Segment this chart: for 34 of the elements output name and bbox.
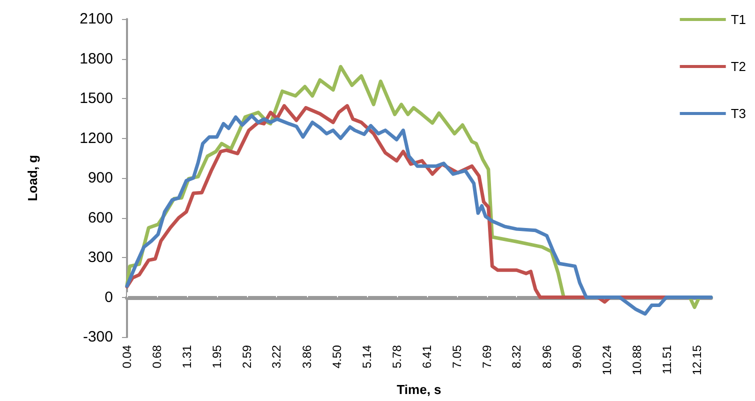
x-tick-label: 7.69 <box>480 344 494 368</box>
x-tick-label: 1.95 <box>210 344 224 368</box>
y-tick-label: 600 <box>88 209 113 226</box>
x-tick-label: 8.32 <box>510 344 524 368</box>
x-tick-label: 10.24 <box>600 344 614 376</box>
y-tick-label: 1500 <box>80 90 113 108</box>
legend-label: T3 <box>730 106 746 121</box>
y-tick-label: 2100 <box>80 10 113 28</box>
y-tick-label: 900 <box>88 170 113 187</box>
x-tick-label: 5.78 <box>390 344 404 368</box>
legend-label: T2 <box>730 59 746 74</box>
x-tick-label: 12.15 <box>690 344 704 376</box>
x-tick-label: 11.51 <box>660 344 674 374</box>
x-tick-label: 10.88 <box>630 344 644 376</box>
x-tick-label: 4.50 <box>330 344 344 368</box>
x-tick-label: 3.86 <box>300 344 314 368</box>
x-tick-label: 6.41 <box>420 344 434 368</box>
legend-label: T1 <box>730 12 746 27</box>
x-tick-label: 3.22 <box>270 344 284 368</box>
y-tick-label: 0 <box>104 288 113 306</box>
x-tick-label: 5.14 <box>360 344 374 368</box>
y-tick-label: 1800 <box>80 50 113 68</box>
x-axis-title: Time, s <box>396 382 442 397</box>
x-tick-label: 0.68 <box>150 344 164 368</box>
x-tick-label: 2.59 <box>240 344 254 368</box>
y-tick-label: 1200 <box>80 130 113 147</box>
y-tick-label: 300 <box>88 249 113 266</box>
x-tick-label: 0.04 <box>120 344 134 368</box>
x-tick-label: 7.05 <box>450 344 464 368</box>
y-axis-title: Load, g <box>25 154 40 202</box>
x-tick-label: 8.96 <box>540 344 554 368</box>
x-tick-label: 9.60 <box>570 344 584 368</box>
x-tick-label: 1.31 <box>180 344 194 368</box>
y-tick-label: -300 <box>82 328 113 346</box>
